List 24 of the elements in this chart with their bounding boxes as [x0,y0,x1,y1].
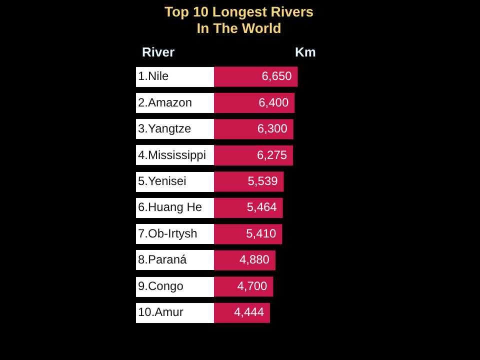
data-label: 5,464 [246,200,278,214]
text: In The World [196,20,282,36]
data-label: 6,275 [257,148,288,162]
y-tick-label: 6.Huang He [138,200,202,214]
text: Top 10 Longest Rivers [164,3,314,20]
y-tick-label: 1.Nile [138,69,170,84]
data-label: 4,880 [239,252,270,267]
y-axis-title: River [142,44,175,60]
y-tick-label: 3.Yangtze [138,122,192,136]
y-tick-label: 9.Congo [138,278,184,293]
data-label: 6,300 [257,122,288,136]
data-label: 5,410 [246,226,276,240]
data-label: 4,444 [234,305,264,320]
y-tick-label: 10.Amur [138,305,184,320]
y-tick-label: 5.Yenisei [138,174,186,188]
data-label: 4,700 [237,278,268,293]
x-axis-title: Km [295,44,316,60]
y-tick-label: 4.Mississippi [138,148,206,162]
data-label: 5,539 [248,174,278,188]
y-tick-label: 2.Amazon [138,95,192,110]
data-label: 6,400 [258,95,289,110]
data-label: 6,650 [262,69,292,84]
y-tick-label: 7.Ob-Irtysh [138,226,198,240]
y-tick-label: 8.Paraná [138,252,188,267]
